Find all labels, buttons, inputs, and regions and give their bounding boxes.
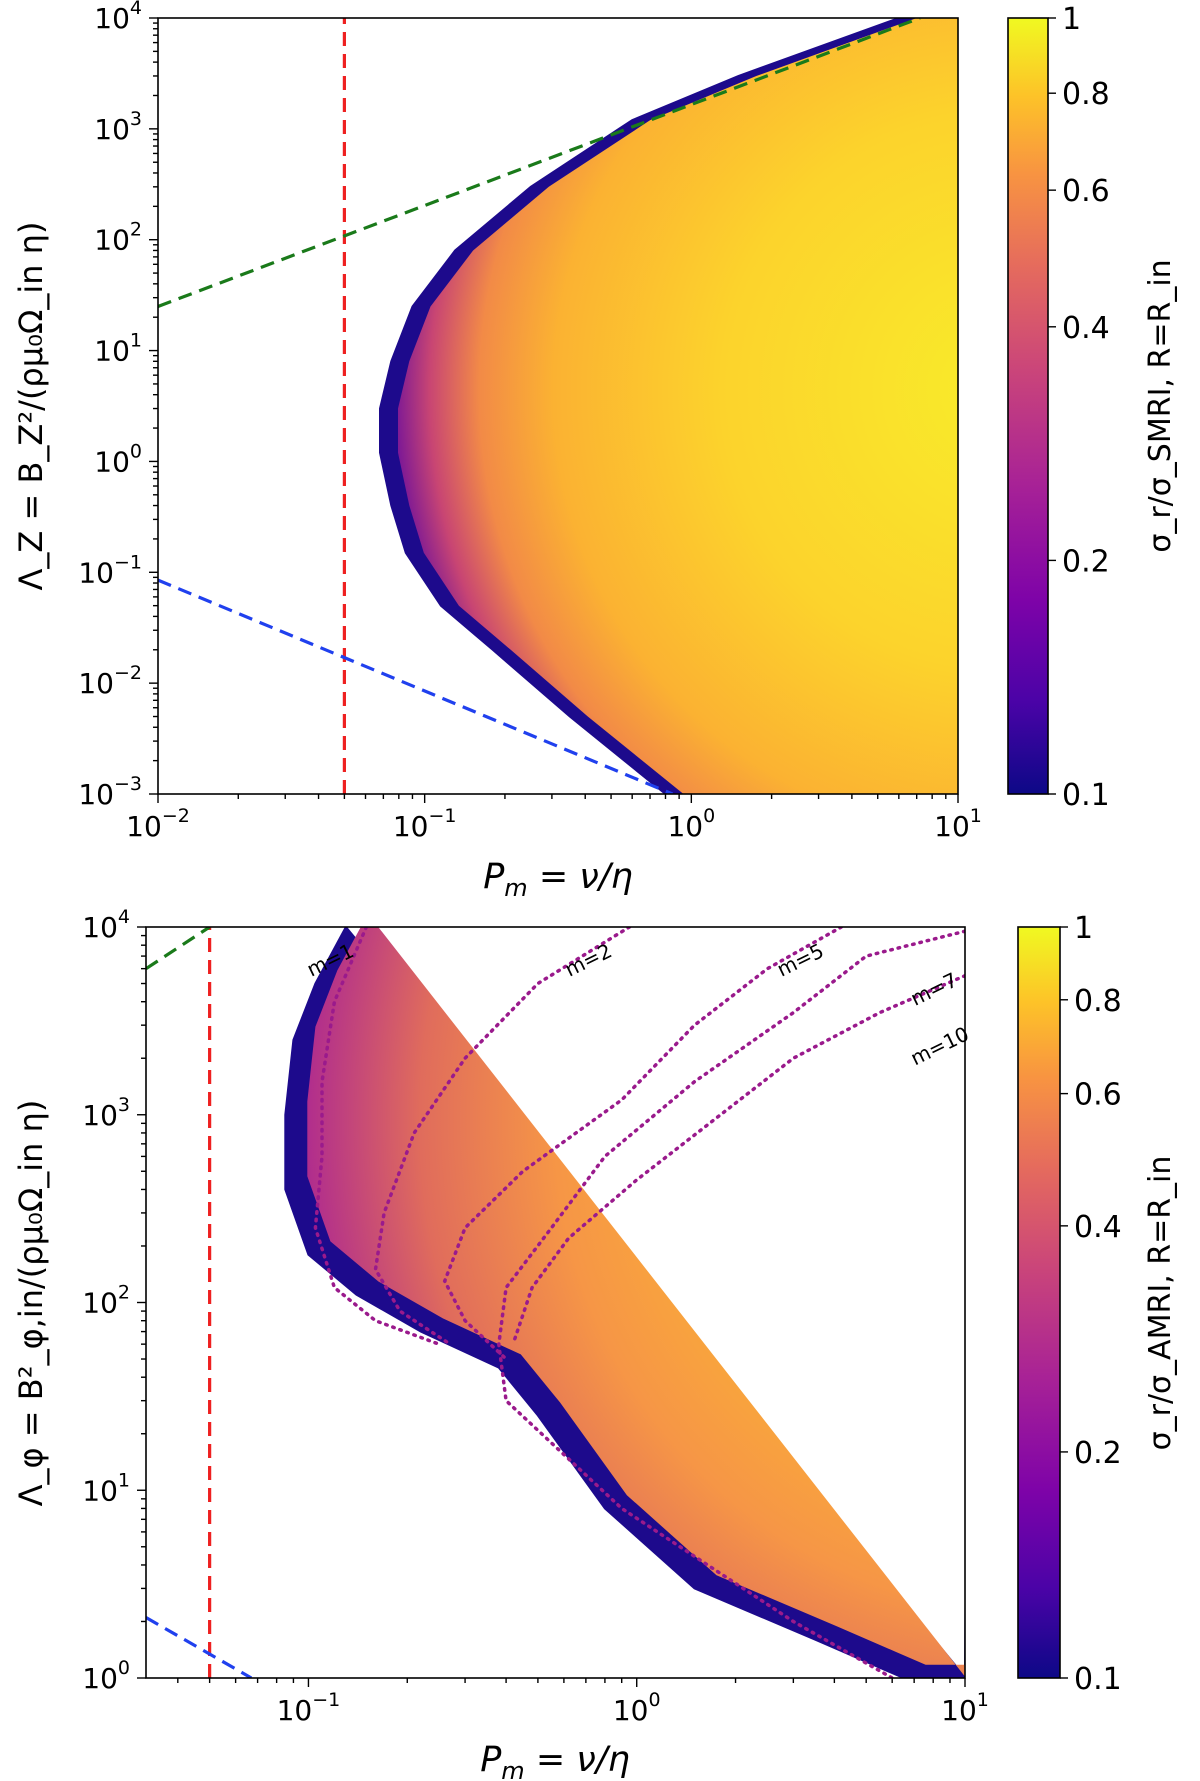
x-tick-label: 100 (667, 805, 715, 843)
top-panel: 10−2 10−1 100 101 10−310−210−11001011021031… (12, 0, 1178, 902)
lower-limit-line (158, 578, 674, 794)
upper-limit-line (158, 18, 921, 308)
lower-limit-line (146, 1616, 253, 1678)
upper-limit-line (146, 927, 211, 970)
top-colorbar: 0.1 0.2 0.4 0.6 0.8 1 σ_r/σ_SMRI, R=R_in (1007, 2, 1178, 813)
y-tick-label: 100 (82, 1657, 130, 1695)
top-colorbar-label: σ_r/σ_SMRI, R=R_in (1143, 259, 1178, 552)
colorbar-tick-label: 0.8 (1074, 984, 1122, 1019)
colorbar-tick-label: 0.2 (1074, 1436, 1122, 1471)
colorbar-tick-label: 0.1 (1074, 1662, 1122, 1697)
x-tick-label: 10−1 (393, 805, 457, 843)
bottom-x-ticks: 10−1 100 101 (177, 1678, 989, 1727)
y-tick-label: 102 (82, 1282, 130, 1320)
colorbar-tick-label: 0.4 (1062, 311, 1110, 346)
contour-label: m=7 (907, 968, 962, 1011)
top-plot-frame (157, 17, 959, 795)
top-x-axis-label: Pm = ν/η (483, 857, 633, 902)
x-tick-label: 101 (934, 805, 982, 843)
y-tick-label: 103 (94, 108, 142, 146)
colorbar-tick-label: 1 (1074, 911, 1093, 946)
contour-label: m=2 (561, 938, 616, 981)
y-tick-label: 100 (94, 440, 142, 478)
contour-m=1 (313, 927, 441, 1346)
bottom-colorbar: 0.1 0.2 0.4 0.6 0.8 1 σ_r/σ_AMRI, R=R_in (1017, 911, 1178, 1697)
contour-label: m=10 (907, 1022, 973, 1071)
x-tick-label: 10−2 (126, 805, 190, 843)
colorbar-tick-label: 0.6 (1062, 174, 1110, 209)
x-tick-label: 10−1 (277, 1689, 341, 1727)
colorbar-tick-label: 1 (1062, 2, 1081, 37)
bottom-x-axis-label: Pm = ν/η (480, 1740, 630, 1781)
y-tick-label: 10−1 (78, 551, 142, 589)
y-tick-label: 104 (94, 0, 142, 35)
y-tick-label: 103 (82, 1094, 130, 1132)
contour-m=10 (511, 973, 965, 1346)
y-tick-label: 101 (94, 330, 142, 368)
colorbar-tick-label: 0.8 (1062, 77, 1110, 112)
colorbar-tick-label: 0.1 (1062, 778, 1110, 813)
contour-label: m=5 (773, 938, 828, 981)
colorbar-tick-label: 0.2 (1062, 544, 1110, 579)
bottom-unstable-region (307, 927, 965, 1677)
x-tick-label: 101 (941, 1689, 989, 1727)
x-tick-label: 100 (613, 1689, 661, 1727)
contour-m=2 (373, 927, 632, 1346)
bottom-colorbar-label: σ_r/σ_AMRI, R=R_in (1143, 1156, 1178, 1451)
bottom-panel: m=1 m=2 m=5m=7m=10 10−1 100 101 100101102103… (12, 906, 1178, 1781)
y-tick-label: 102 (94, 219, 142, 257)
top-y-axis-label: Λ_Z = B_Z²/(ρμ₀Ω_in η) (12, 222, 50, 591)
top-x-ticks: 10−2 10−1 100 101 (126, 794, 982, 843)
y-tick-label: 10−3 (78, 773, 142, 811)
bottom-y-ticks: 100 101 102 103 104 (82, 906, 146, 1695)
colorbar-tick-label: 0.4 (1074, 1210, 1122, 1245)
top-y-ticks: 10−3 10−2 10−1 100 101 102 103 104 (78, 0, 158, 811)
top-unstable-region (398, 18, 958, 794)
y-tick-label: 104 (82, 906, 130, 944)
contour-m=5 (442, 927, 844, 1361)
y-tick-label: 10−2 (78, 662, 142, 700)
colorbar-tick-label: 0.6 (1074, 1078, 1122, 1113)
y-tick-label: 101 (82, 1469, 130, 1507)
bottom-y-axis-label: Λ_φ = B²_φ,in/(ρμ₀Ω_in η) (12, 1100, 50, 1507)
contour-m=7 (497, 929, 965, 1678)
